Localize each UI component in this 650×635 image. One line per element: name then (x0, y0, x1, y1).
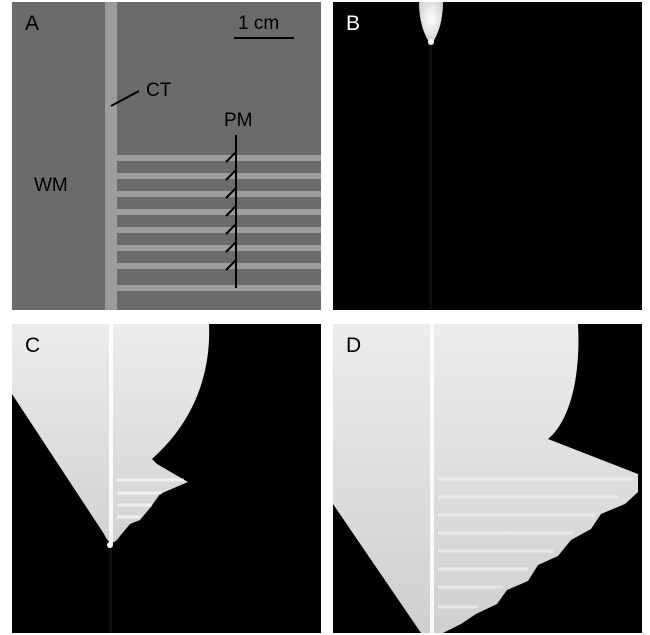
panel-label-a: A (25, 12, 40, 35)
pm-band (117, 285, 321, 291)
pm-band (117, 191, 321, 197)
wavefront-point (428, 39, 434, 45)
pm-stripes (438, 477, 633, 609)
panel-d: D (333, 324, 642, 633)
crista-terminalis-band (105, 2, 117, 310)
panel-label-d: D (346, 334, 362, 357)
simulation-frame-c (12, 324, 321, 633)
activation-front (333, 324, 638, 633)
pm-label: PM (224, 110, 253, 131)
pm-band (117, 245, 321, 251)
pm-band (117, 263, 321, 269)
pm-band (117, 173, 321, 179)
ct-leader-line (110, 90, 140, 107)
tissue-schematic (12, 2, 321, 310)
ct-conduction (430, 324, 434, 633)
ct-conduction (109, 324, 113, 544)
pm-band (117, 209, 321, 215)
panel-background (333, 2, 642, 310)
ct-trace (429, 2, 432, 310)
pm-tick-marks (225, 151, 237, 271)
simulation-frame-d (333, 324, 642, 633)
pm-stripes (117, 478, 184, 519)
pm-band (117, 155, 321, 161)
pectinate-muscle-bands (117, 155, 321, 291)
panel-a: A 1 cm CT PM WM (12, 2, 321, 310)
panel-label-c: C (25, 334, 41, 357)
ct-label: CT (146, 80, 172, 101)
simulation-frame-b (333, 2, 642, 310)
panel-label-b: B (346, 12, 361, 35)
panel-b: B (333, 2, 642, 310)
panel-c: C (12, 324, 321, 633)
wavefront-tip (419, 2, 443, 44)
wavefront-point (107, 542, 113, 548)
scale-bar-label: 1 cm (238, 13, 280, 34)
pm-band (117, 227, 321, 233)
wm-label: WM (34, 175, 68, 196)
